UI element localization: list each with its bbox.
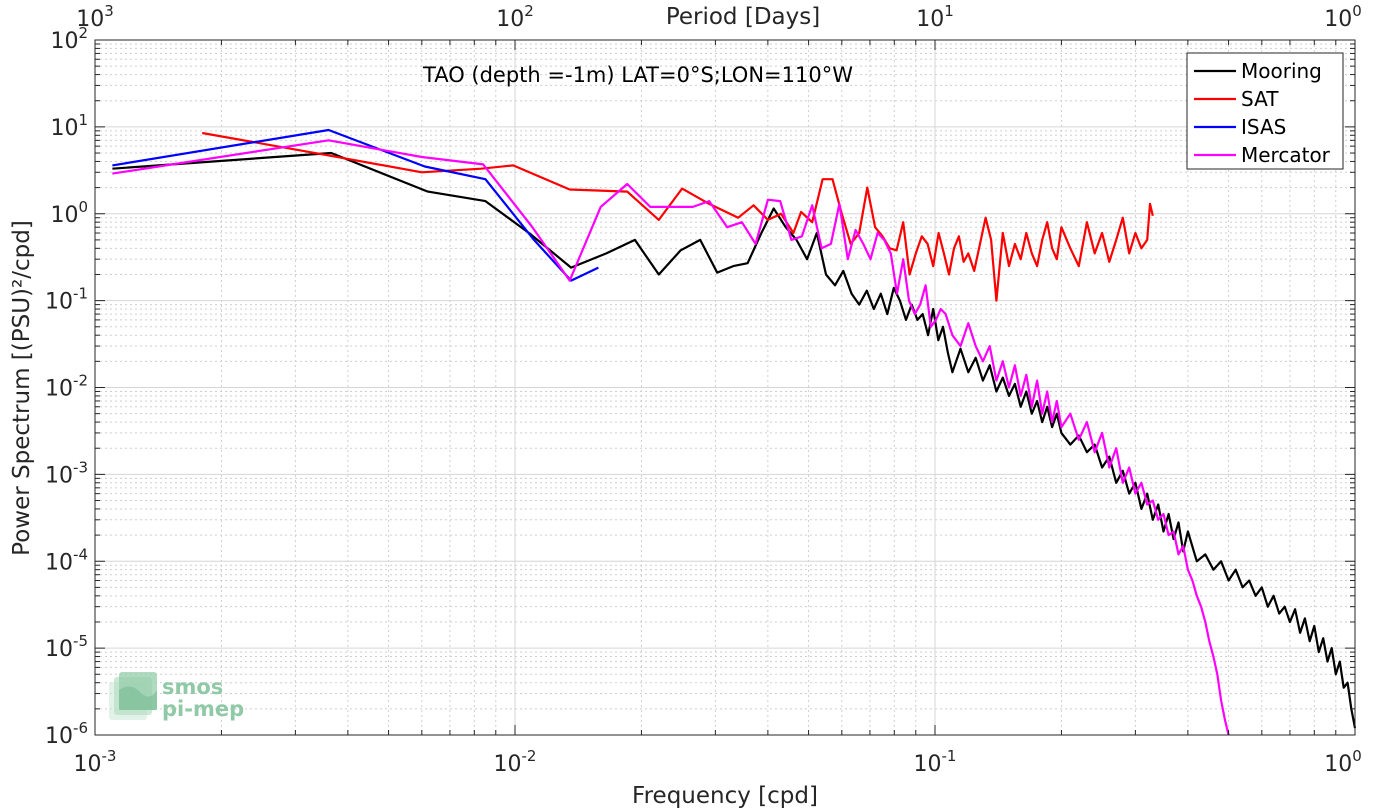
- y-tick-label: 10-6: [45, 719, 88, 749]
- x-axis-label: Frequency [cpd]: [632, 783, 818, 809]
- y-tick-label: 10-4: [45, 545, 88, 575]
- y-tick-label: 10-5: [45, 632, 88, 662]
- y-tick-label: 10-2: [45, 372, 88, 402]
- top-axis-label: Period [Days]: [666, 4, 820, 30]
- y-tick-label: 101: [50, 111, 88, 141]
- legend-label-mooring: Mooring: [1241, 59, 1322, 83]
- x-tick-label: 10-1: [914, 747, 957, 777]
- y-tick-label: 100: [50, 198, 88, 228]
- logo-text-pi-mep: pi-mep: [162, 697, 244, 721]
- series-line-mercator: [112, 139, 1230, 736]
- series-line-mooring: [112, 151, 1357, 729]
- legend-label-mercator: Mercator: [1241, 143, 1331, 167]
- legend-label-isas: ISAS: [1241, 115, 1286, 139]
- legend-box: [1186, 52, 1344, 170]
- legend-label-sat: SAT: [1241, 87, 1279, 111]
- series-layer: [112, 128, 1357, 736]
- y-axis-label: Power Spectrum [(PSU)²/cpd]: [9, 220, 35, 556]
- series-line-isas: [112, 128, 599, 282]
- top-tick-label: 101: [916, 2, 954, 32]
- logo-emblem: [109, 672, 157, 720]
- y-tick-label: 10-3: [45, 458, 88, 488]
- x-tick-label: 10-2: [494, 747, 537, 777]
- y-tick-label: 10-1: [45, 285, 88, 315]
- minor-grid: [95, 40, 1355, 735]
- x-tick-label: 100: [1324, 747, 1362, 777]
- smos-pi-mep-logo: smos pi-mep: [109, 672, 244, 721]
- top-tick-label: 103: [76, 2, 114, 32]
- y-tick-label: 102: [50, 24, 88, 54]
- chart-title: TAO (depth =-1m) LAT=0°S;LON=110°W: [422, 63, 853, 87]
- x-tick-label: 10-3: [74, 747, 117, 777]
- top-tick-label: 102: [496, 2, 534, 32]
- logo-text-smos: smos: [162, 675, 223, 699]
- tick-marks: [94, 39, 1356, 736]
- top-tick-label: 100: [1324, 2, 1362, 32]
- legend: Mooring SAT ISAS Mercator: [1186, 52, 1344, 170]
